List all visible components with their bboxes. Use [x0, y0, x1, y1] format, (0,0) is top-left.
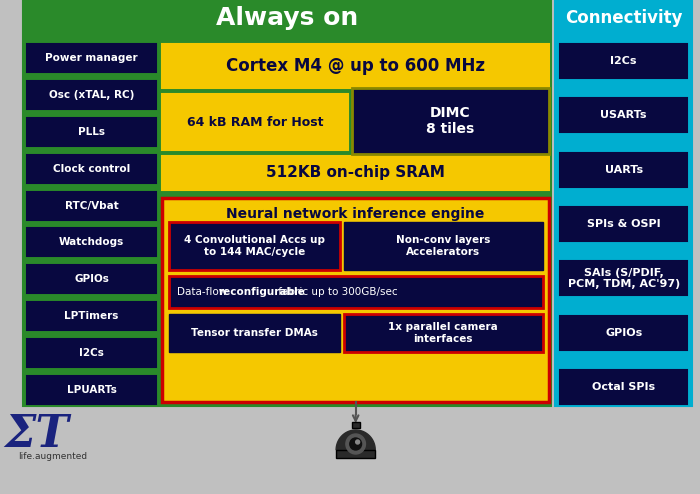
Text: LPTimers: LPTimers — [64, 311, 119, 321]
Text: Non-conv layers
Accelerators: Non-conv layers Accelerators — [396, 235, 491, 257]
FancyBboxPatch shape — [344, 314, 542, 352]
Text: 512KB on-chip SRAM: 512KB on-chip SRAM — [266, 165, 445, 180]
Text: Data-flow: Data-flow — [176, 287, 230, 297]
FancyBboxPatch shape — [27, 81, 156, 109]
FancyBboxPatch shape — [27, 44, 156, 72]
Text: 4 Convolutional Accs up
to 144 MAC/cycle: 4 Convolutional Accs up to 144 MAC/cycle — [184, 235, 325, 257]
Text: Clock control: Clock control — [53, 164, 130, 174]
FancyBboxPatch shape — [27, 228, 156, 256]
FancyBboxPatch shape — [560, 316, 687, 350]
Text: 64 kB RAM for Host: 64 kB RAM for Host — [187, 116, 323, 128]
FancyBboxPatch shape — [560, 44, 687, 78]
FancyBboxPatch shape — [162, 156, 550, 190]
FancyBboxPatch shape — [169, 276, 542, 308]
Text: I2Cs: I2Cs — [79, 348, 104, 358]
Text: RTC/Vbat: RTC/Vbat — [64, 201, 118, 210]
FancyBboxPatch shape — [162, 198, 550, 402]
Text: SPIs & OSPI: SPIs & OSPI — [587, 219, 661, 229]
Text: Cortex M4 @ up to 600 MHz: Cortex M4 @ up to 600 MHz — [226, 57, 485, 75]
FancyBboxPatch shape — [560, 370, 687, 404]
Text: Neural network inference engine: Neural network inference engine — [227, 207, 485, 221]
FancyBboxPatch shape — [27, 302, 156, 330]
Text: Watchdogs: Watchdogs — [59, 238, 124, 247]
Text: Always on: Always on — [216, 6, 358, 30]
FancyBboxPatch shape — [169, 222, 340, 270]
Text: fabric up to 300GB/sec: fabric up to 300GB/sec — [275, 287, 398, 297]
Text: DIMC
8 tiles: DIMC 8 tiles — [426, 106, 475, 136]
FancyBboxPatch shape — [336, 450, 375, 458]
FancyBboxPatch shape — [27, 265, 156, 293]
FancyBboxPatch shape — [162, 94, 348, 150]
Text: ΣT: ΣT — [4, 412, 69, 455]
FancyBboxPatch shape — [560, 261, 687, 295]
FancyBboxPatch shape — [27, 376, 156, 404]
FancyBboxPatch shape — [352, 422, 360, 428]
FancyBboxPatch shape — [344, 222, 542, 270]
Text: USARTs: USARTs — [601, 110, 647, 121]
FancyBboxPatch shape — [560, 98, 687, 132]
Text: 1x parallel camera
interfaces: 1x parallel camera interfaces — [389, 322, 498, 344]
FancyBboxPatch shape — [560, 153, 687, 187]
Text: life.augmented: life.augmented — [18, 452, 87, 460]
Text: Power manager: Power manager — [46, 53, 138, 63]
Text: I2Cs: I2Cs — [610, 56, 637, 66]
Text: Tensor transfer DMAs: Tensor transfer DMAs — [191, 328, 318, 338]
Text: Connectivity: Connectivity — [565, 9, 682, 27]
Text: Osc (xTAL, RC): Osc (xTAL, RC) — [49, 90, 134, 100]
FancyBboxPatch shape — [27, 339, 156, 367]
Text: LPUARTs: LPUARTs — [66, 385, 116, 395]
Text: GPIOs: GPIOs — [74, 274, 109, 285]
Text: SAIs (S/PDIF,
PCM, TDM, AC'97): SAIs (S/PDIF, PCM, TDM, AC'97) — [568, 268, 680, 289]
Circle shape — [346, 434, 365, 454]
FancyBboxPatch shape — [169, 314, 340, 352]
FancyBboxPatch shape — [23, 0, 552, 406]
FancyBboxPatch shape — [27, 155, 156, 183]
FancyBboxPatch shape — [162, 44, 550, 88]
Text: reconfigurable: reconfigurable — [218, 287, 304, 297]
Polygon shape — [336, 430, 375, 450]
Text: Octal SPIs: Octal SPIs — [592, 382, 655, 392]
FancyBboxPatch shape — [27, 192, 156, 219]
FancyBboxPatch shape — [560, 207, 687, 241]
Text: PLLs: PLLs — [78, 127, 105, 137]
Circle shape — [350, 438, 361, 450]
Circle shape — [356, 440, 360, 444]
Text: GPIOs: GPIOs — [605, 328, 643, 338]
FancyBboxPatch shape — [352, 88, 550, 154]
Text: UARTs: UARTs — [605, 165, 643, 175]
FancyBboxPatch shape — [555, 0, 692, 406]
FancyBboxPatch shape — [27, 118, 156, 146]
